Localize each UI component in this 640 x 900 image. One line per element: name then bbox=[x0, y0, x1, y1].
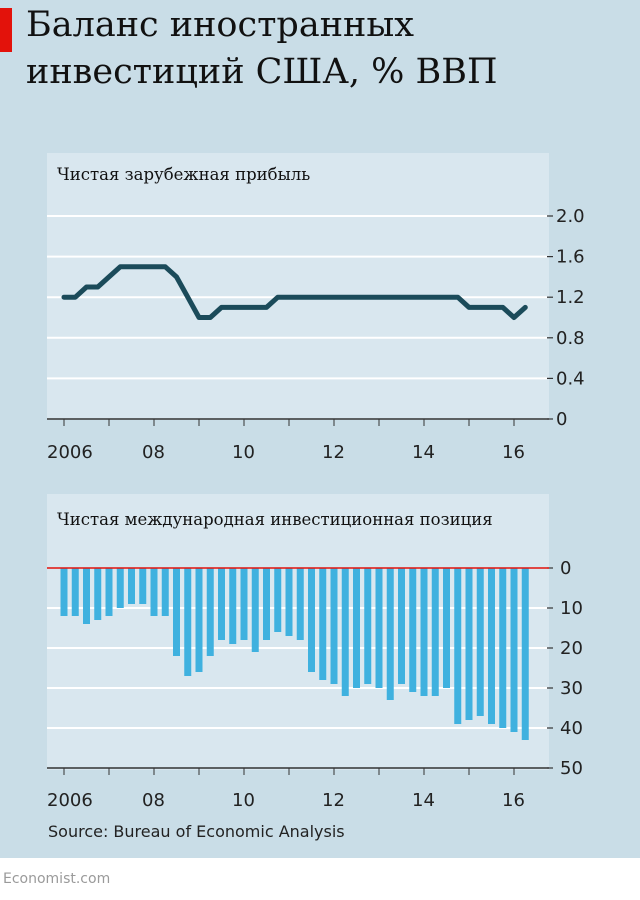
x-tick-label: 08 bbox=[142, 442, 165, 463]
line-chart-background bbox=[47, 153, 549, 420]
bar bbox=[71, 568, 79, 616]
y-tick-label: 2.0 bbox=[556, 206, 585, 227]
x-tick-label: 14 bbox=[412, 790, 435, 811]
y-tick-label: 0 bbox=[560, 558, 571, 579]
bar bbox=[465, 568, 473, 720]
bar bbox=[431, 568, 439, 696]
y-tick-label: 40 bbox=[560, 718, 583, 739]
bar bbox=[341, 568, 349, 696]
y-tick-label: 50 bbox=[560, 758, 583, 779]
x-tick-label: 08 bbox=[142, 790, 165, 811]
bar bbox=[240, 568, 248, 640]
bar bbox=[218, 568, 225, 640]
bar-chart-title: Чистая международная инвестиционная пози… bbox=[57, 510, 493, 529]
bar bbox=[128, 568, 135, 604]
bar bbox=[296, 568, 304, 640]
x-tick-label: 16 bbox=[502, 790, 525, 811]
brand-tab bbox=[0, 8, 12, 52]
x-tick-label: 16 bbox=[502, 442, 525, 463]
bar bbox=[83, 568, 90, 624]
page-title: Баланс иностранных инвестиций США, % ВВП bbox=[26, 5, 498, 92]
bar bbox=[319, 568, 327, 680]
y-tick-label: 1.6 bbox=[556, 247, 585, 268]
footer-credit: Economist.com bbox=[3, 871, 111, 887]
bar bbox=[274, 568, 282, 632]
bar bbox=[521, 568, 529, 740]
bar bbox=[150, 568, 158, 616]
x-tick-label: 2006 bbox=[47, 442, 93, 463]
x-tick-label: 2006 bbox=[47, 790, 93, 811]
y-tick-label: 30 bbox=[560, 678, 583, 699]
bar bbox=[375, 568, 383, 688]
x-tick-label: 10 bbox=[232, 442, 255, 463]
bar bbox=[94, 568, 102, 620]
bar bbox=[229, 568, 237, 644]
bar bbox=[161, 568, 169, 616]
bar bbox=[330, 568, 338, 684]
series-line bbox=[61, 264, 528, 320]
x-tick-label: 12 bbox=[322, 442, 345, 463]
x-tick-label: 12 bbox=[322, 790, 345, 811]
bar bbox=[510, 568, 518, 732]
y-tick-label: 10 bbox=[560, 598, 583, 619]
bar bbox=[454, 568, 462, 724]
bar bbox=[409, 568, 417, 692]
bar bbox=[499, 568, 507, 728]
bar bbox=[364, 568, 372, 684]
bar bbox=[60, 568, 68, 616]
bar bbox=[386, 568, 394, 700]
bar bbox=[285, 568, 293, 636]
bar bbox=[488, 568, 495, 724]
bar bbox=[398, 568, 405, 684]
y-tick-label: 0.4 bbox=[556, 368, 585, 389]
bar bbox=[443, 568, 450, 688]
bar bbox=[263, 568, 270, 640]
y-tick-label: 0.8 bbox=[556, 328, 585, 349]
bar-chart: 0 10 20 30 40 50 2006 08 10 12 14 16 bbox=[47, 558, 583, 811]
bar bbox=[353, 568, 360, 688]
line-chart: 2.0 1.6 1.2 0.8 0.4 0 2006 08 10 12 14 16 bbox=[47, 206, 585, 463]
chart-panel: Баланс иностранных инвестиций США, % ВВП… bbox=[0, 0, 640, 858]
bar bbox=[308, 568, 315, 672]
y-tick-label: 0 bbox=[556, 409, 567, 430]
bar bbox=[105, 568, 113, 616]
bar bbox=[476, 568, 484, 716]
y-tick-label: 1.2 bbox=[556, 287, 585, 308]
source-note: Source: Bureau of Economic Analysis bbox=[48, 822, 345, 841]
bar bbox=[420, 568, 428, 696]
x-tick-label: 10 bbox=[232, 790, 255, 811]
bar bbox=[195, 568, 203, 672]
bar bbox=[251, 568, 259, 652]
line-chart-title: Чистая зарубежная прибыль bbox=[57, 165, 311, 184]
y-tick-label: 20 bbox=[560, 638, 583, 659]
bar bbox=[173, 568, 180, 656]
bar bbox=[206, 568, 214, 656]
bar bbox=[116, 568, 124, 608]
bar bbox=[184, 568, 192, 676]
x-tick-label: 14 bbox=[412, 442, 435, 463]
bar bbox=[139, 568, 147, 604]
